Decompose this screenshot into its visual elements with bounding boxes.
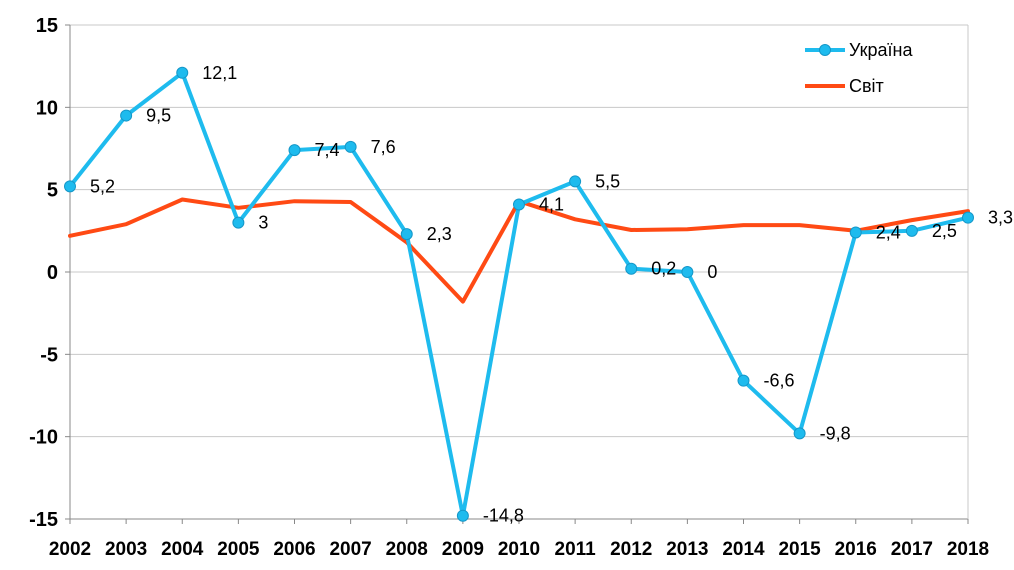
data-label: 12,1 <box>202 63 237 83</box>
x-tick-label: 2012 <box>610 539 652 560</box>
ukraine-data-point <box>849 226 862 239</box>
ukraine-data-point <box>176 66 189 79</box>
gridlines <box>70 24 968 438</box>
x-tick-label: 2002 <box>49 539 91 560</box>
data-label: 2,5 <box>932 221 957 241</box>
ukraine-data-point <box>625 262 638 275</box>
ukraine-data-point <box>344 140 357 153</box>
x-tick-label: 2008 <box>386 539 428 560</box>
data-label: -6,6 <box>764 371 795 391</box>
ukraine-data-point <box>400 228 413 241</box>
data-label: 2,3 <box>427 224 452 244</box>
y-tick-label: 15 <box>36 15 58 37</box>
data-label: 4,1 <box>539 194 564 214</box>
ukraine-data-point <box>793 427 806 440</box>
axes <box>65 24 969 524</box>
y-tick-label: 5 <box>47 180 58 202</box>
y-tick-label: -10 <box>29 427 58 449</box>
ukraine-series-line <box>68 70 970 518</box>
ukraine-data-point <box>232 216 245 229</box>
y-tick-label: -15 <box>29 509 58 531</box>
data-label: 5,2 <box>90 176 115 196</box>
data-label: -14,8 <box>483 506 524 526</box>
x-tick-label: 2016 <box>835 539 877 560</box>
x-tick-label: 2015 <box>778 539 821 560</box>
x-tick-label: 2004 <box>161 539 204 560</box>
ukraine-data-point <box>456 509 469 522</box>
ukraine-data-point <box>288 144 301 157</box>
data-label: 7,6 <box>371 137 396 157</box>
ukraine-data-point <box>681 266 694 278</box>
data-label: 9,5 <box>146 106 171 126</box>
data-label: 3,3 <box>988 208 1013 228</box>
ukraine-data-point <box>569 175 582 188</box>
data-label: 7,4 <box>315 140 340 160</box>
x-tick-label: 2011 <box>555 539 597 560</box>
x-tick-label: 2014 <box>722 539 765 560</box>
x-tick-label: 2017 <box>891 539 933 560</box>
ukraine-data-point <box>513 198 525 211</box>
legend-world-label: Світ <box>849 76 884 96</box>
ukraine-data-point <box>737 374 750 387</box>
data-label: -9,8 <box>820 423 851 443</box>
legend: Україна Світ <box>805 40 913 96</box>
y-tick-label: 0 <box>47 262 58 284</box>
data-label: 0 <box>707 262 717 282</box>
series-group <box>64 66 974 522</box>
legend-ukraine-marker <box>819 44 831 56</box>
y-tick-label: 10 <box>36 97 58 119</box>
x-tick-label: 2003 <box>105 539 147 560</box>
y-axis-ticks: 15 10 5 0 -5 -10 -15 <box>29 15 58 531</box>
x-axis-ticks: 2002 2003 2004 2005 2006 2007 2008 2009 2010 2011… <box>49 539 989 560</box>
x-tick-label: 2005 <box>217 539 260 560</box>
x-tick-label: 2006 <box>273 539 315 560</box>
data-label: 0,2 <box>651 259 676 279</box>
x-tick-label: 2018 <box>947 539 989 560</box>
data-label: 2,4 <box>876 222 901 242</box>
y-tick-label: -5 <box>40 344 58 366</box>
data-labels: 5,2 9,5 12,1 3 7,4 7,6 2,3 -14,8 4,1 5,5 0,2 0 -6,6 -… <box>90 63 1013 526</box>
x-tick-label: 2009 <box>442 539 484 560</box>
data-label: 5,5 <box>595 171 620 191</box>
ukraine-data-point <box>905 224 918 237</box>
ukraine-data-point <box>962 211 974 224</box>
ukraine-data-point <box>64 180 76 193</box>
data-label: 3 <box>258 213 268 233</box>
x-tick-label: 2013 <box>666 539 708 560</box>
legend-ukraine-label: Україна <box>849 40 913 60</box>
ukraine-data-point <box>120 109 133 122</box>
x-tick-label: 2007 <box>329 539 371 560</box>
x-tick-label: 2010 <box>498 539 540 560</box>
